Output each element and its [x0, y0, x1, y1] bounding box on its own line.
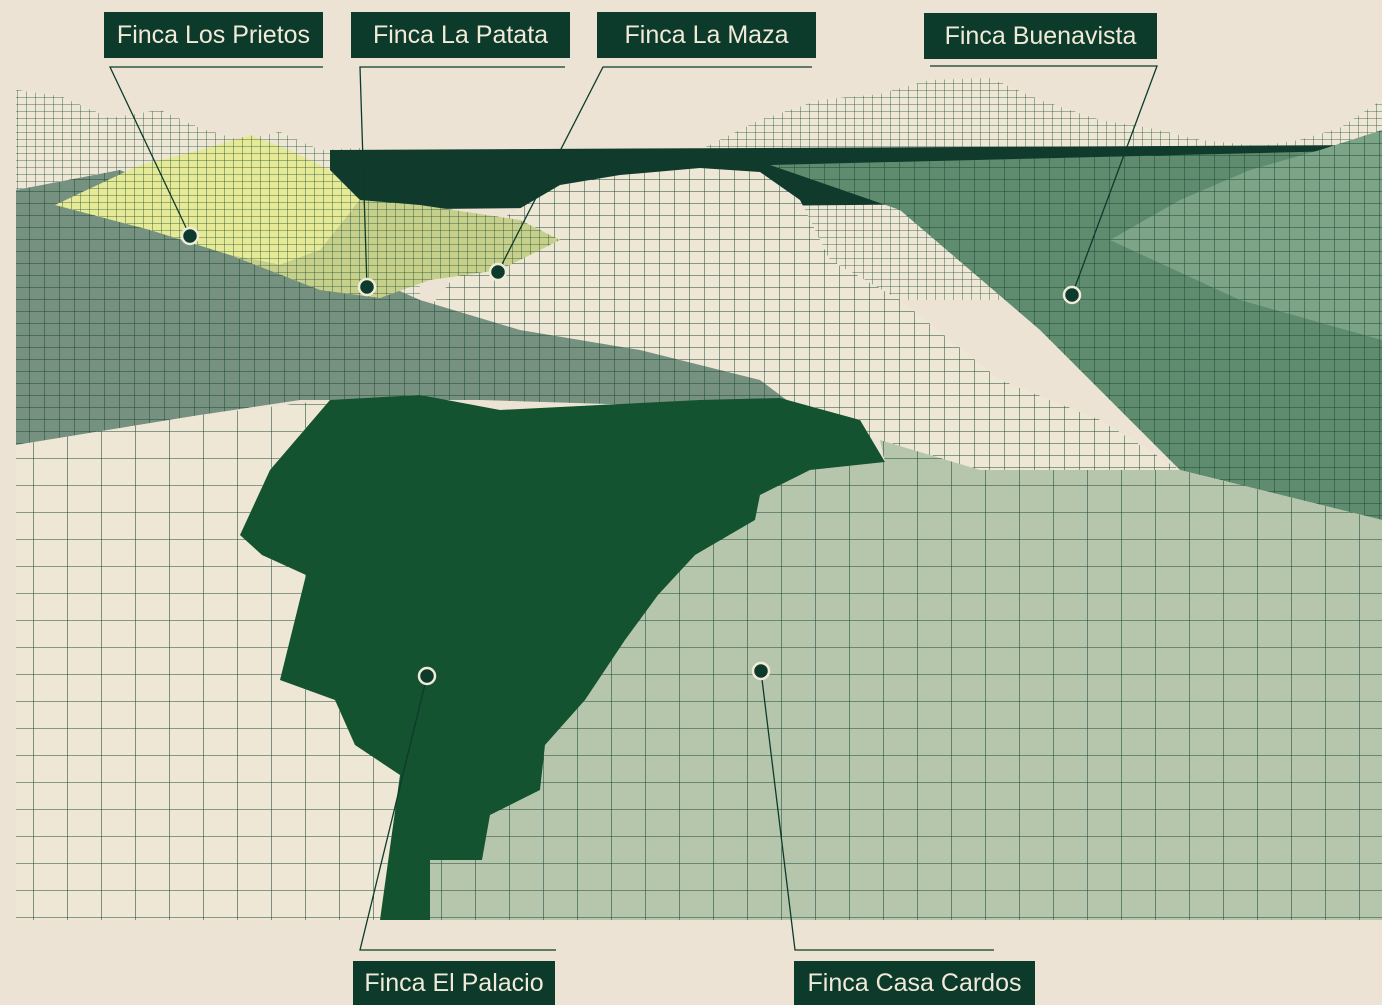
leader-los-prietos: [108, 66, 323, 237]
leader-la-patata: [359, 66, 565, 288]
label-el-palacio: Finca El Palacio: [353, 961, 555, 1005]
marker-buenavista: [1062, 285, 1082, 305]
marker-los-prietos: [180, 226, 200, 246]
leader-lines: [108, 65, 1158, 951]
marker-la-maza: [488, 262, 508, 282]
marker-la-patata: [357, 277, 377, 297]
terrain-layers: [16, 78, 1382, 920]
leader-buenavista: [930, 65, 1158, 296]
label-casa-cardos: Finca Casa Cardos: [794, 961, 1035, 1005]
marker-casa-cardos: [751, 661, 771, 681]
label-la-maza: Finca La Maza: [597, 12, 816, 58]
marker-dots: [180, 226, 1082, 686]
leader-el-palacio: [359, 675, 556, 951]
leader-la-maza: [497, 66, 812, 273]
marker-el-palacio: [417, 666, 437, 686]
leader-casa-cardos: [760, 670, 994, 951]
label-la-patata: Finca La Patata: [351, 12, 570, 58]
label-buenavista: Finca Buenavista: [924, 13, 1157, 59]
label-los-prietos: Finca Los Prietos: [104, 12, 323, 58]
